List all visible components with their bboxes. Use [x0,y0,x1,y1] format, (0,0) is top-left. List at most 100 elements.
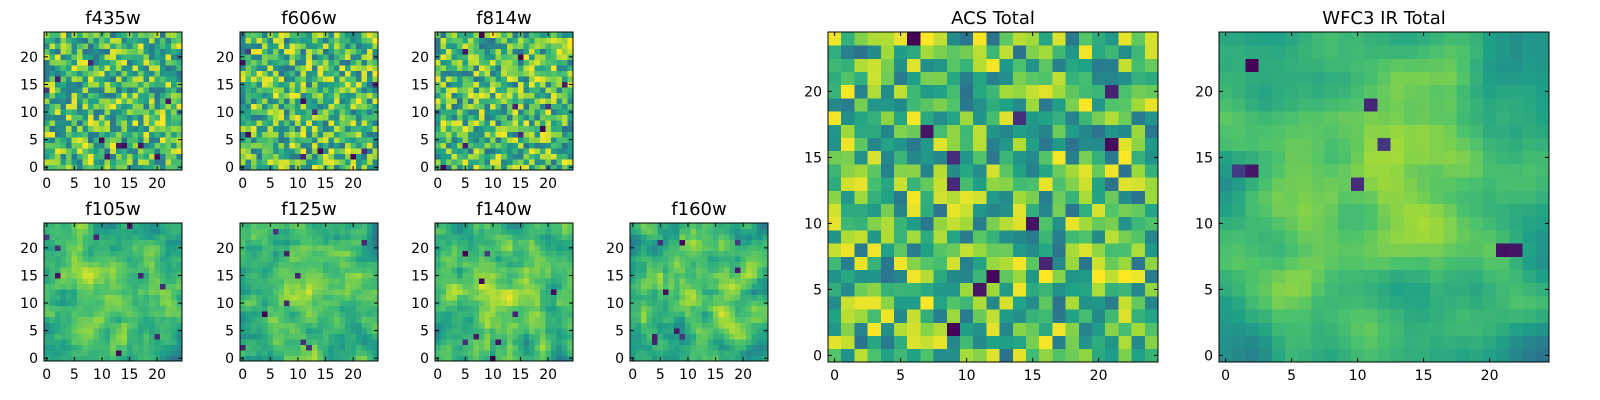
heatmap-cell [701,300,708,307]
heatmap-cell [350,349,357,356]
heatmap-cell [1012,190,1027,204]
heatmap-cell [718,333,725,340]
heatmap-cell [77,153,84,160]
heatmap-cell [77,338,84,345]
heatmap-cell [273,81,280,88]
heatmap-cell [306,239,313,246]
heatmap-cell [751,239,758,246]
heatmap-cell [328,136,335,143]
heatmap-cell [506,338,513,345]
heatmap-cell [77,283,84,290]
heatmap-cell [333,87,340,94]
heatmap-cell [66,245,72,251]
heatmap-cell [251,338,257,345]
heatmap-cell [148,109,155,116]
heatmap-cell [751,327,758,334]
heatmap-cell [723,338,730,345]
heatmap-cell [322,87,329,94]
heatmap-cell [490,48,497,55]
heatmap-cell [999,190,1014,204]
heatmap-cell [143,98,150,105]
heatmap-cell [1026,296,1040,310]
heatmap-cell [462,98,469,105]
heatmap-cell [159,261,166,268]
heatmap-cell [300,300,307,307]
x-tick-label: 0 [238,367,247,383]
heatmap-cell [333,234,340,240]
heatmap-cell [1039,230,1053,244]
heatmap-cell [707,239,714,246]
heatmap-cell [44,305,50,312]
heatmap-cell [701,261,708,268]
heatmap-cell [451,234,458,240]
heatmap-cell [473,234,480,240]
heatmap-cell [1092,348,1106,363]
heatmap-cell [104,267,111,274]
heatmap-cell [262,338,268,345]
heatmap-cell [690,355,697,362]
heatmap-cell [457,131,463,138]
heatmap-cell [289,125,296,132]
heatmap-cell [82,311,89,318]
heatmap-cell [311,223,318,229]
heatmap-cell [256,278,263,285]
heatmap-cell [506,32,513,38]
heatmap-cell [121,70,128,77]
heatmap-cell [528,261,535,268]
heatmap-cell [240,120,246,127]
heatmap-cell [479,76,486,83]
heatmap-cell [534,223,541,229]
heatmap-cell [451,114,458,121]
heatmap-cell [880,243,895,257]
heatmap-cell [567,131,574,138]
heatmap-cell [723,239,730,246]
heatmap-cell [49,327,56,334]
heatmap-cell [723,272,730,279]
heatmap-cell [328,311,335,318]
heatmap-cell [451,131,458,138]
heatmap-cell [528,37,535,44]
heatmap-cell [251,65,257,72]
heatmap-cell [986,269,1000,284]
heatmap-cell [333,103,340,110]
heatmap-cell [278,272,285,279]
heatmap-cell [262,355,268,362]
heatmap-cell [685,245,692,251]
heatmap-cell [339,125,346,132]
heatmap-cell [712,234,719,240]
heatmap-cell [165,338,172,345]
heatmap-cell [501,267,508,274]
heatmap-cell [71,114,78,121]
heatmap-cell [550,344,557,351]
heatmap-cell [44,98,50,105]
heatmap-cell [170,261,177,268]
heatmap-cell [256,338,263,345]
heatmap-cell [322,109,329,116]
heatmap-cell [556,289,563,296]
heatmap-cell [104,70,111,77]
heatmap-cell [339,327,346,334]
heatmap-cell [545,125,552,132]
heatmap-cell [339,355,346,362]
heatmap-cell [1144,216,1159,231]
heatmap-cell [462,87,469,94]
heatmap-cell [240,87,246,94]
heatmap-cell [44,344,50,351]
heatmap-cell [273,142,280,149]
heatmap-cell [473,87,480,94]
heatmap-cell [468,59,475,66]
heatmap-cell [355,37,362,44]
heatmap-cell [668,355,675,362]
heatmap-cell [534,81,541,88]
heatmap-cell [657,228,664,235]
heatmap-cell [251,228,257,235]
heatmap-cell [366,322,373,329]
heatmap-cell [154,76,161,83]
heatmap-cell [501,147,508,154]
heatmap-cell [60,153,67,160]
heatmap-cell [289,267,296,274]
heatmap-cell [93,142,100,149]
heatmap-cell [960,322,974,336]
heatmap-cell [539,37,546,44]
